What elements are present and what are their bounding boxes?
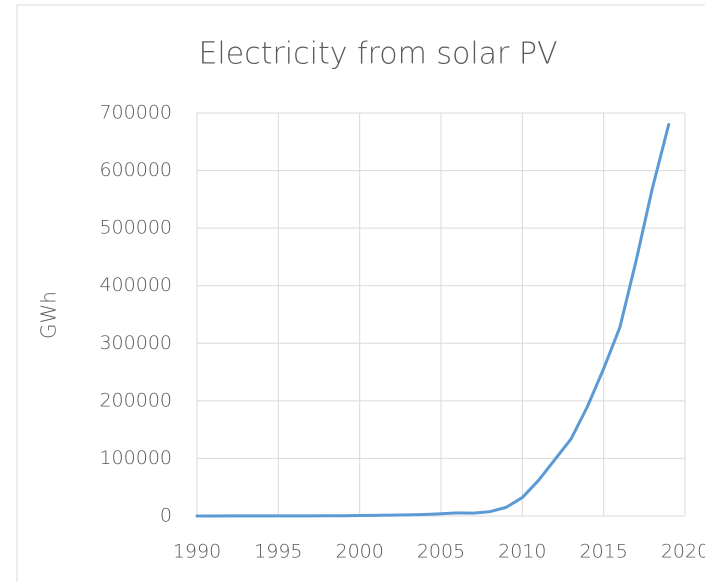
x-tick-label: 1995 (254, 541, 302, 563)
y-tick-label: 300000 (99, 332, 172, 354)
y-axis-label: GWh (37, 291, 61, 339)
y-tick-label: 600000 (99, 159, 172, 181)
y-tick-label: 200000 (99, 389, 172, 411)
chart-title: Electricity from solar PV (198, 37, 557, 72)
x-tick-label: 1990 (173, 541, 221, 563)
y-tick-label: 700000 (99, 102, 172, 124)
y-tick-label: 500000 (99, 217, 172, 239)
y-tick-label: 400000 (99, 274, 172, 296)
y-tick-label: 0 (160, 505, 172, 527)
line-series (195, 123, 671, 518)
x-tick-label: 2010 (498, 541, 546, 563)
x-tick-label: 2020 (661, 541, 705, 563)
y-tick-label: 100000 (99, 447, 172, 469)
x-tick-label: 2015 (579, 541, 627, 563)
x-tick-label: 2000 (335, 541, 383, 563)
x-tick-label: 2005 (417, 541, 465, 563)
